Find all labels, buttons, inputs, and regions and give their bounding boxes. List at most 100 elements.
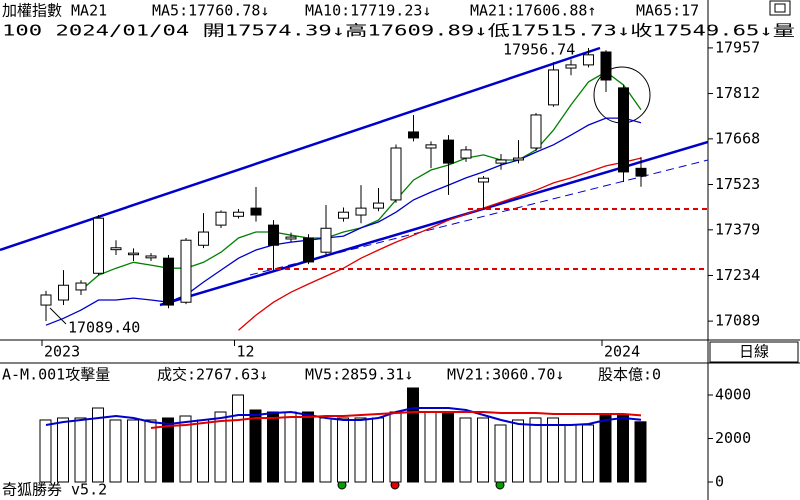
y-tick-label: 2000 [715, 429, 751, 447]
candle-body [408, 131, 419, 139]
icon-fill [774, 3, 786, 13]
candle-body [443, 139, 454, 164]
candle-body [110, 247, 122, 251]
volume-bar [372, 417, 384, 483]
annotation-pointer [49, 307, 67, 325]
candle-body [128, 252, 139, 256]
volume-bar [354, 417, 367, 483]
candle-body [320, 227, 332, 253]
volume-bar [109, 419, 122, 483]
candle-body [355, 207, 367, 216]
legend-entry: MA5:17760.78↓ [152, 2, 269, 20]
period-box [709, 341, 799, 363]
candle-body [513, 157, 524, 161]
volume-bar [127, 419, 139, 483]
candle-body [460, 149, 472, 159]
y-tick-label: 0 [715, 472, 724, 490]
volume-plot [39, 387, 647, 483]
volume-bar [442, 411, 454, 483]
volume-bar [74, 417, 87, 483]
candle-body [478, 177, 489, 183]
legend-entry: MA10:17719.23↓ [305, 2, 431, 20]
quote-line: 100 2024/01/04 開17574.39↓高17609.89↓低1751… [2, 22, 795, 40]
candle-body [58, 284, 69, 301]
volume-bar [617, 414, 629, 483]
volume-bar [232, 394, 244, 483]
ma-line [45, 117, 642, 326]
window-icon [769, 0, 791, 16]
candle-body [565, 64, 577, 69]
volume-bar [582, 424, 594, 483]
candle-body [233, 211, 244, 217]
candle-body [285, 236, 297, 240]
volume-bar [599, 414, 612, 483]
volume-bar [302, 411, 314, 483]
trend-line [249, 159, 708, 276]
trend-line [0, 46, 601, 252]
volume-bar [57, 417, 69, 483]
volume-bar [197, 419, 209, 483]
volume-bar [162, 417, 174, 483]
ma-line [238, 157, 642, 331]
candle-body [268, 224, 279, 246]
legend-entry: MV21:3060.70↓ [447, 366, 564, 384]
y-tick-label: 4000 [715, 385, 751, 403]
period-label: 日線 [739, 343, 769, 361]
candle-body [180, 239, 192, 303]
legend-entry: MA65:17 [636, 2, 699, 20]
volume-bar [267, 411, 279, 483]
candle-body [425, 144, 437, 149]
volume-bar [477, 417, 489, 483]
legend-entry: 成交:2767.63↓ [157, 366, 268, 384]
volume-bar [564, 424, 577, 483]
volume-bar [459, 417, 472, 483]
volume-bar [389, 411, 402, 483]
price-plot [40, 47, 647, 331]
volume-bar [92, 407, 104, 483]
candle-body [198, 231, 209, 246]
volume-bar [424, 411, 437, 483]
ma-line [150, 411, 642, 429]
chart-title: 加權指數 MA21 [2, 2, 107, 20]
candle-body [250, 207, 262, 216]
candle-body [93, 217, 104, 274]
candle-body [600, 51, 612, 81]
legend-entry: MA21:17606.88↑ [470, 2, 596, 20]
volume-bar [249, 409, 262, 483]
volume-bar [494, 424, 507, 483]
volume-bar [337, 417, 349, 483]
candle-body [338, 211, 349, 219]
candle-body [583, 54, 594, 66]
candle-body [40, 294, 52, 306]
legend-entry: MV5:2859.31↓ [305, 366, 413, 384]
candle-body [215, 211, 227, 226]
icon-frame [769, 0, 791, 16]
volume-bar [407, 387, 419, 483]
trend-line [159, 140, 708, 307]
ma-line [45, 407, 642, 426]
volume-bar [284, 411, 297, 483]
volume-title: A-M.001攻擊量 [2, 366, 110, 384]
candle-body [373, 202, 384, 209]
note-label: 股本億:0 [598, 366, 661, 384]
y-tick-label: 17089 [715, 312, 760, 330]
volume-bar [634, 421, 647, 483]
volume-bar [529, 417, 542, 483]
volume-bar [39, 419, 52, 483]
volume-bar [144, 419, 157, 483]
candle-body [390, 147, 402, 201]
drawing-tools [0, 46, 708, 325]
y-tick-label: 17812 [715, 84, 760, 102]
y-tick-label: 17523 [715, 175, 760, 193]
y-tick-label: 17234 [715, 266, 760, 284]
candle-body [303, 237, 314, 263]
y-tick-label: 17379 [715, 220, 760, 238]
volume-bar [214, 411, 227, 483]
footer: 奇狐勝券 v5.2 [2, 481, 107, 499]
candle-body [75, 282, 87, 291]
y-tick-label: 17668 [715, 129, 760, 147]
candle-body [618, 87, 629, 173]
annotation: 17956.74 [503, 41, 575, 59]
y-tick-label: 17957 [715, 38, 760, 56]
